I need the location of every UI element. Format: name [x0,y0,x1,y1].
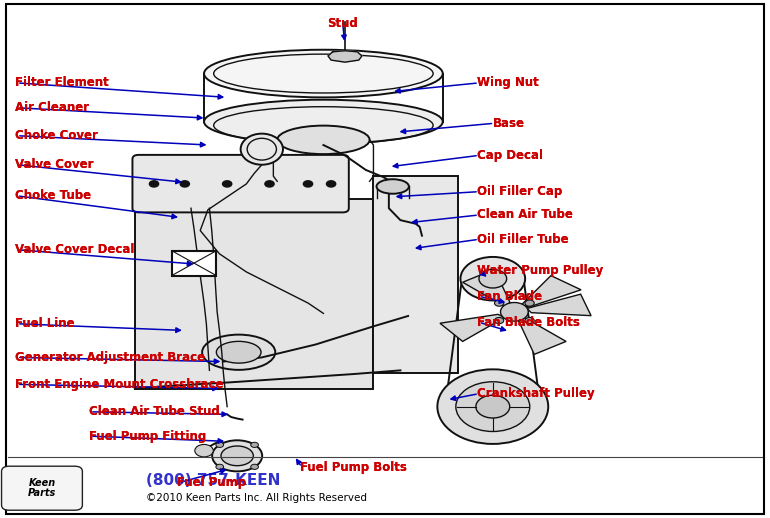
FancyBboxPatch shape [132,155,349,212]
Text: Air Cleaner: Air Cleaner [15,101,89,114]
Text: Water Pump Pulley: Water Pump Pulley [477,264,604,277]
Text: Fuel Line: Fuel Line [15,317,75,330]
Text: Parts: Parts [28,488,56,498]
Text: Fuel Pump Bolts: Fuel Pump Bolts [300,461,407,474]
Text: Valve Cover Decal: Valve Cover Decal [15,243,135,256]
Text: Fan Blade Bolts: Fan Blade Bolts [477,315,581,329]
Ellipse shape [240,134,283,165]
Circle shape [525,300,534,306]
Circle shape [251,442,259,448]
Circle shape [195,444,213,457]
Circle shape [223,181,232,187]
Circle shape [216,464,223,469]
FancyBboxPatch shape [373,176,458,373]
Text: Wing Nut: Wing Nut [477,76,539,90]
Circle shape [303,181,313,187]
Ellipse shape [204,100,443,144]
Ellipse shape [202,335,276,370]
Text: Oil Filler Tube: Oil Filler Tube [477,233,569,246]
Text: Filter Element: Filter Element [15,76,109,90]
Ellipse shape [377,179,409,194]
Text: Cap Decal: Cap Decal [477,149,544,162]
FancyBboxPatch shape [2,466,82,510]
Text: Water Pump Pulley: Water Pump Pulley [477,264,604,277]
Text: Clean Air Tube: Clean Air Tube [477,208,574,222]
Circle shape [500,303,528,321]
Text: ©2010 Keen Parts Inc. All Rights Reserved: ©2010 Keen Parts Inc. All Rights Reserve… [146,493,367,503]
Text: Filter Element: Filter Element [15,76,109,90]
Text: Base: Base [493,117,525,130]
Text: Oil Filler Cap: Oil Filler Cap [477,185,563,198]
Text: Choke Tube: Choke Tube [15,189,92,203]
Text: Valve Cover: Valve Cover [15,158,94,171]
Ellipse shape [221,446,253,466]
Circle shape [494,300,504,306]
Text: Choke Cover: Choke Cover [15,129,99,142]
Text: Generator Adjustment Brace: Generator Adjustment Brace [15,351,206,364]
Text: Stud: Stud [327,17,358,30]
FancyBboxPatch shape [135,199,373,388]
Circle shape [326,181,336,187]
Polygon shape [521,276,581,307]
Text: Oil Filler Cap: Oil Filler Cap [477,185,563,198]
Circle shape [437,369,548,444]
Text: Wing Nut: Wing Nut [477,76,539,90]
Ellipse shape [216,341,261,363]
Circle shape [265,181,274,187]
Ellipse shape [204,50,443,97]
Text: Fan Blade: Fan Blade [477,290,543,303]
Text: Choke Cover: Choke Cover [15,129,99,142]
Circle shape [216,442,223,448]
Circle shape [479,269,507,288]
Circle shape [460,257,525,300]
Text: Clean Air Tube: Clean Air Tube [477,208,574,222]
Circle shape [456,382,530,431]
Circle shape [525,318,534,324]
Ellipse shape [277,126,370,154]
FancyBboxPatch shape [172,251,216,276]
Text: Clean Air Tube Stud: Clean Air Tube Stud [89,405,219,419]
Text: Fuel Pump: Fuel Pump [177,476,246,490]
Text: Clean Air Tube Stud: Clean Air Tube Stud [89,405,219,419]
Polygon shape [463,269,510,306]
Text: Base: Base [493,117,525,130]
Text: Fuel Line: Fuel Line [15,317,75,330]
Text: Generator Adjustment Brace: Generator Adjustment Brace [15,351,206,364]
Text: Fuel Pump Fitting: Fuel Pump Fitting [89,429,206,443]
Polygon shape [440,314,504,341]
Text: Cap Decal: Cap Decal [477,149,544,162]
Polygon shape [527,294,591,315]
Circle shape [180,181,189,187]
Text: Front Engine Mount Crossbrace: Front Engine Mount Crossbrace [15,378,224,391]
Text: Fuel Pump Bolts: Fuel Pump Bolts [300,461,407,474]
Circle shape [149,181,159,187]
Text: Keen: Keen [28,478,56,488]
Text: Stud: Stud [327,17,358,30]
Text: Fuel Pump: Fuel Pump [177,476,246,490]
Text: Choke Tube: Choke Tube [15,189,92,203]
Polygon shape [328,51,362,62]
Circle shape [494,318,504,324]
Text: Fan Blade Bolts: Fan Blade Bolts [477,315,581,329]
Text: Crankshaft Pulley: Crankshaft Pulley [477,387,595,400]
Text: Fan Blade: Fan Blade [477,290,543,303]
Text: Front Engine Mount Crossbrace: Front Engine Mount Crossbrace [15,378,224,391]
Circle shape [251,464,259,469]
Text: (800) 757-KEEN: (800) 757-KEEN [146,473,281,488]
Text: Oil Filler Tube: Oil Filler Tube [477,233,569,246]
Text: Air Cleaner: Air Cleaner [15,101,89,114]
Text: Valve Cover Decal: Valve Cover Decal [15,243,135,256]
Text: Crankshaft Pulley: Crankshaft Pulley [477,387,595,400]
Text: Fuel Pump Fitting: Fuel Pump Fitting [89,429,206,443]
Circle shape [476,395,510,418]
Text: Valve Cover: Valve Cover [15,158,94,171]
Ellipse shape [212,440,262,471]
Polygon shape [519,318,566,354]
